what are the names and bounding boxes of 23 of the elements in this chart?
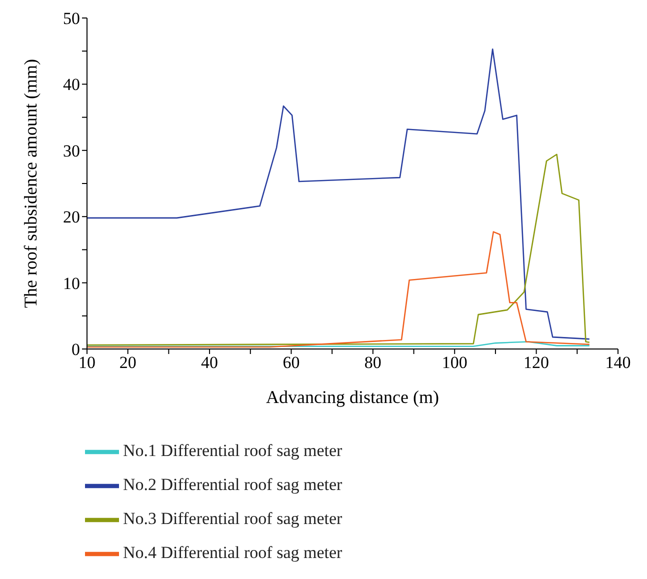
- x-tick-label: 20: [119, 353, 136, 372]
- y-tick-label: 20: [63, 208, 80, 227]
- x-tick-label: 10: [78, 353, 96, 372]
- x-tick-label: 140: [605, 353, 631, 372]
- x-tick-label: 80: [364, 353, 382, 372]
- y-tick-label: 50: [63, 9, 80, 28]
- line-series: [87, 48, 590, 340]
- x-tick-label: 120: [524, 353, 550, 372]
- y-tick-label: 30: [63, 141, 80, 160]
- legend-label: No.3 Differential roof sag meter: [123, 508, 342, 528]
- line-series: [87, 154, 590, 346]
- legend-label: No.2 Differential roof sag meter: [123, 474, 342, 494]
- y-tick-label: 0: [72, 340, 80, 360]
- x-axis-title: Advancing distance (m): [266, 387, 439, 407]
- y-axis-title: The roof subsidence amount (mm): [20, 59, 40, 308]
- x-tick-label: 100: [442, 353, 468, 372]
- legend-label: No.1 Differential roof sag meter: [123, 440, 342, 460]
- x-tick-label: 60: [282, 353, 300, 372]
- line-series: [87, 231, 590, 348]
- y-tick-label: 40: [63, 75, 80, 94]
- x-tick-label: 40: [201, 353, 218, 372]
- y-tick-label: 10: [63, 274, 80, 293]
- legend-label: No.4 Differential roof sag meter: [123, 542, 342, 562]
